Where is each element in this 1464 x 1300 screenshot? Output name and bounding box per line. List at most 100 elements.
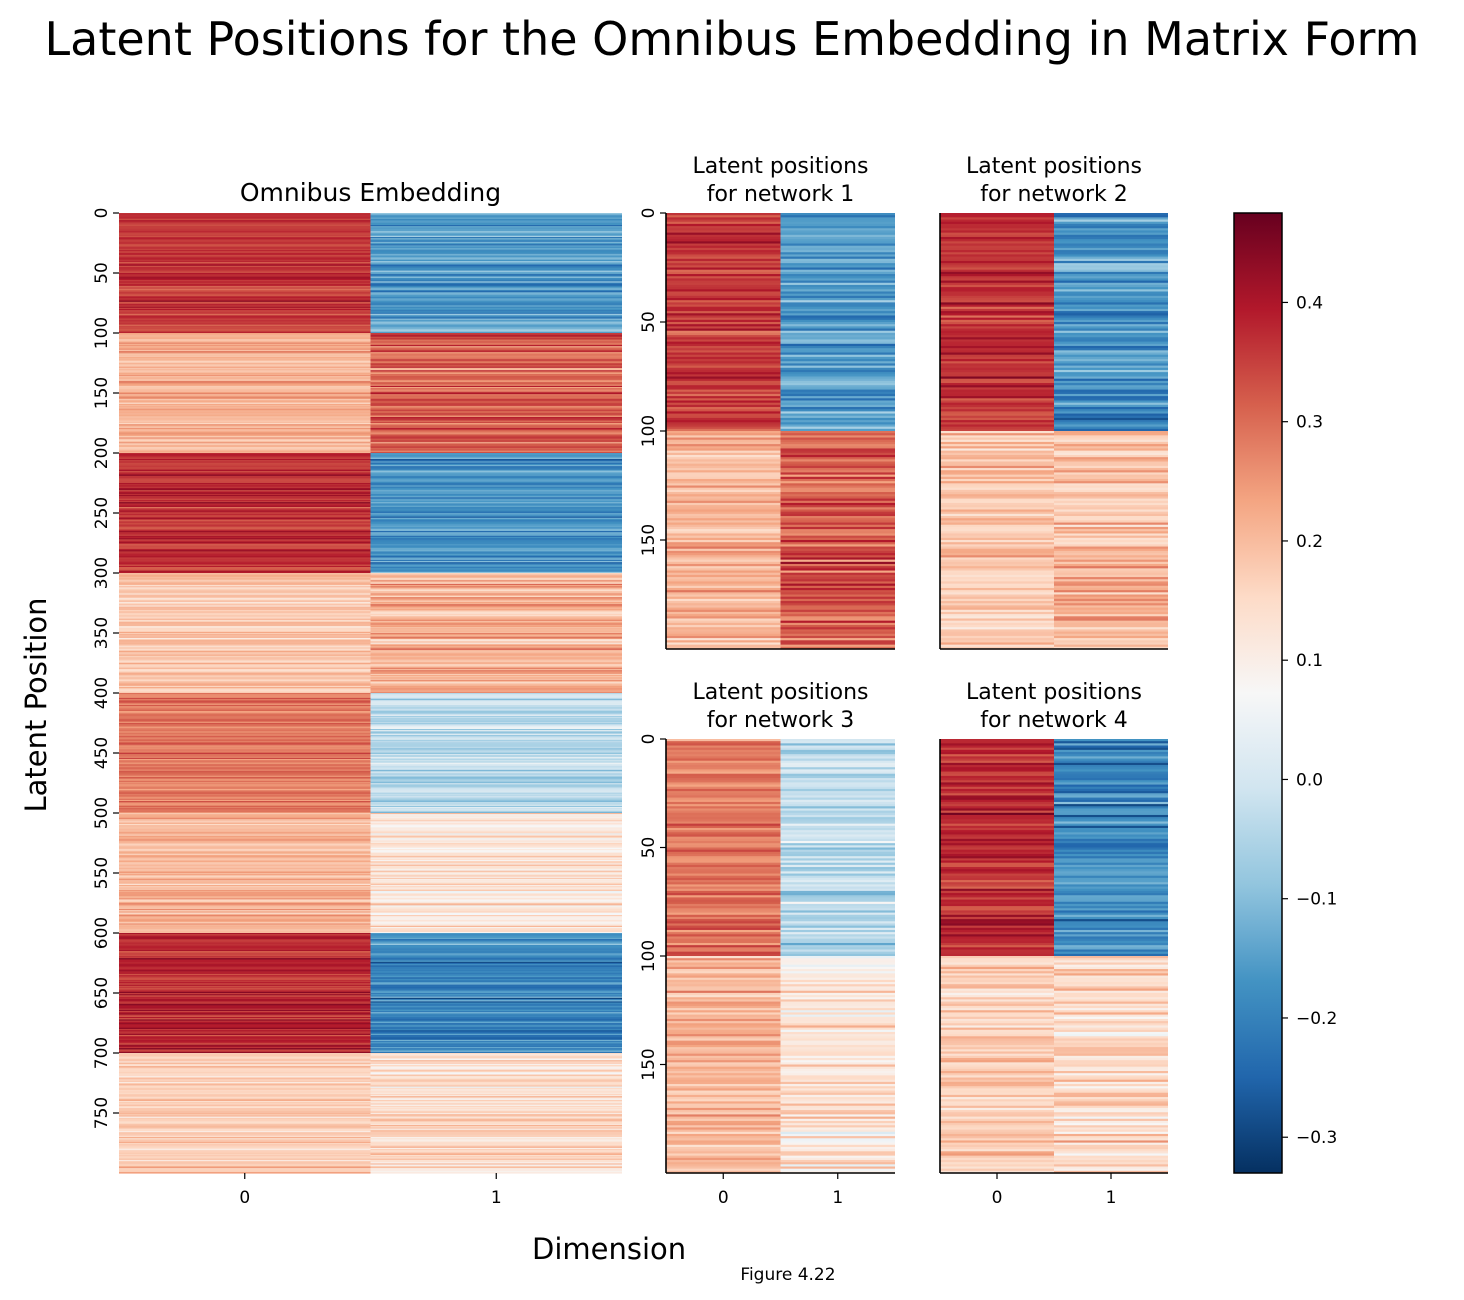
heatmap-column-1 [1054,739,1168,1174]
heatmap-cell [370,961,622,964]
heatmap-cell [370,556,622,558]
heatmap-cell [666,450,781,454]
heatmap-cell [780,226,895,229]
heatmap-cell [780,478,895,482]
heatmap-cell [1054,806,1168,810]
heatmap-cell [940,230,1054,234]
heatmap-cell [370,1098,622,1101]
heatmap-cell [370,823,622,826]
heatmap-cell [370,495,622,497]
heatmap-cell [940,383,1054,386]
heatmap-cell [370,736,622,738]
heatmap-cell [119,1132,371,1134]
heatmap-cell [370,468,622,471]
heatmap-cell [666,1159,781,1163]
heatmap-cell [370,785,622,788]
heatmap-cell [370,841,622,844]
heatmap-cell [370,279,622,281]
heatmap-cell [666,518,781,521]
heatmap-cell [119,1039,371,1042]
heatmap-cell [940,215,1054,218]
heatmap-cell [119,1036,371,1038]
heatmap-cell [119,396,371,399]
heatmap-cell [370,1165,622,1168]
heatmap-cell [666,956,781,959]
heatmap-cell [370,220,622,222]
heatmap-cell [1054,995,1168,998]
heatmap-cell [119,940,371,942]
heatmap-cell [666,524,781,528]
heatmap-cell [780,1133,895,1137]
heatmap-cell [370,1072,622,1074]
heatmap-cell [370,1156,622,1158]
heatmap-cell [370,775,622,778]
heatmap-cell [1054,537,1168,541]
heatmap-cell [666,1053,781,1057]
heatmap-cell [666,1081,781,1085]
heatmap-cell [119,599,371,602]
heatmap-cell [119,863,371,866]
heatmap-cell [119,263,371,266]
heatmap-cell [666,507,781,511]
heatmap-cell [780,990,895,994]
heatmap-cell [119,786,371,789]
heatmap-cell [1054,793,1168,797]
heatmap-cell [940,332,1054,336]
heatmap-cell [666,962,781,966]
heatmap-cell [370,684,622,687]
heatmap-cell [370,714,622,717]
heatmap-cell [666,940,781,944]
heatmap-cell [119,523,371,526]
heatmap-cell [666,934,781,938]
heatmap-cell [119,550,371,552]
heatmap-cell [780,1103,895,1107]
heatmap-cell [666,335,781,338]
heatmap-cell [370,523,622,526]
heatmap-cell [780,910,895,914]
heatmap-cell [666,622,781,626]
heatmap-cell [370,229,622,232]
heatmap-cell [119,325,371,328]
heatmap-cell [1054,258,1168,262]
heatmap-cell [780,1081,895,1085]
heatmap-cell [666,1138,781,1142]
heatmap-cell [780,592,895,596]
heatmap-cell [1054,845,1168,849]
heatmap-cell [370,765,622,767]
heatmap-cell [940,398,1054,402]
heatmap-cell [370,1011,622,1013]
heatmap-cell [370,1018,622,1020]
heatmap-cell [1054,884,1168,888]
heatmap-cell [370,1132,622,1134]
heatmap-cell [370,559,622,562]
heatmap-cell [370,297,622,299]
heatmap-cell [666,860,781,864]
heatmap-cell [370,1113,622,1115]
heatmap-cell [370,634,622,636]
heatmap-cell [666,1051,781,1055]
heatmap-cell [780,398,895,402]
heatmap-cell [940,304,1054,308]
heatmap-cell [119,961,371,964]
heatmap-cell [370,784,622,786]
heatmap-cell [119,334,371,336]
heatmap-cell [1054,830,1168,833]
heatmap-cell [1054,230,1168,234]
heatmap-cell [119,358,371,360]
heatmap-cell [119,545,371,548]
heatmap-cell [940,893,1054,896]
heatmap-cell [370,508,622,510]
heatmap-cell [666,1162,781,1165]
heatmap-cell [119,352,371,354]
heatmap-cell [119,569,371,572]
heatmap-cell [370,1145,622,1148]
heatmap-cell [666,287,781,290]
heatmap-cell [780,743,895,747]
heatmap-cell [780,1112,895,1116]
heatmap-cell [119,865,371,868]
heatmap-cell [370,763,622,766]
heatmap-cell [780,925,895,929]
heatmap-cell [940,817,1054,820]
heatmap-cell [370,833,622,836]
heatmap-cell [1054,969,1168,972]
